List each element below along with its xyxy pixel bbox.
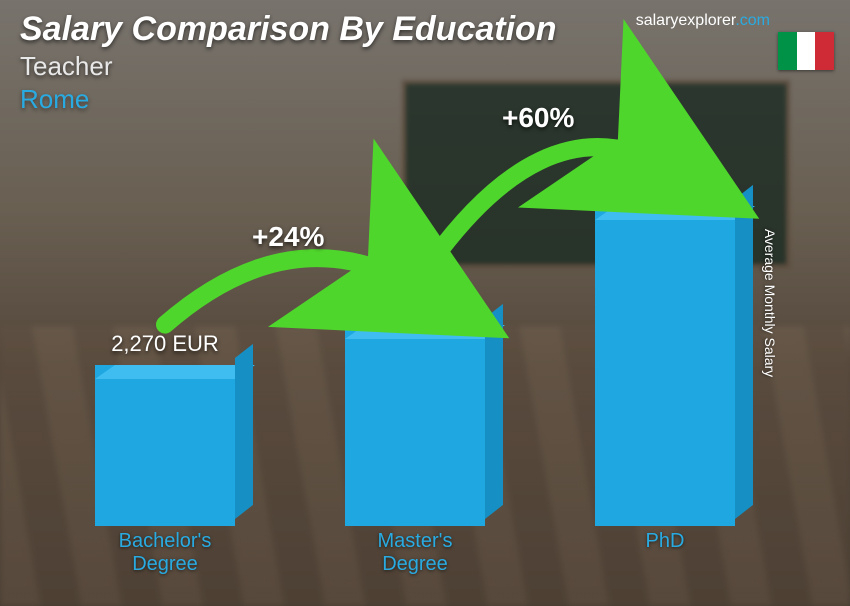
labels-container: Bachelor'sDegree Master'sDegree PhD: [40, 530, 790, 586]
subtitle: Teacher: [20, 51, 830, 82]
bar-value-label: 2,820 EUR: [361, 291, 469, 317]
increase-percent-label: +60%: [502, 102, 574, 134]
brand-logo: salaryexplorer.com: [636, 12, 770, 30]
bar-group: 2,270 EUR: [75, 331, 255, 526]
bar: [595, 206, 735, 526]
bar-value-label: 2,270 EUR: [111, 331, 219, 357]
flag-icon: [778, 32, 834, 70]
flag-stripe-2: [797, 32, 816, 70]
bar-category-label: Bachelor'sDegree: [75, 530, 255, 586]
bar-category-label: PhD: [575, 530, 755, 586]
bar-group: 4,500 EUR: [575, 172, 755, 526]
bars-container: 2,270 EUR 2,820 EUR 4,500 EUR: [40, 146, 790, 526]
brand-name: salaryexplorer: [636, 12, 736, 29]
bar-chart: 2,270 EUR 2,820 EUR 4,500 EUR Bachelor's…: [40, 146, 790, 586]
bar: [95, 365, 235, 526]
location: Rome: [20, 84, 830, 115]
increase-percent-label: +24%: [252, 221, 324, 253]
bar-value-label: 4,500 EUR: [611, 172, 719, 198]
bar: [345, 325, 485, 526]
flag-stripe-3: [815, 32, 834, 70]
brand-tld: .com: [735, 12, 770, 29]
bar-category-label: Master'sDegree: [325, 530, 505, 586]
bar-group: 2,820 EUR: [325, 291, 505, 526]
flag-stripe-1: [778, 32, 797, 70]
